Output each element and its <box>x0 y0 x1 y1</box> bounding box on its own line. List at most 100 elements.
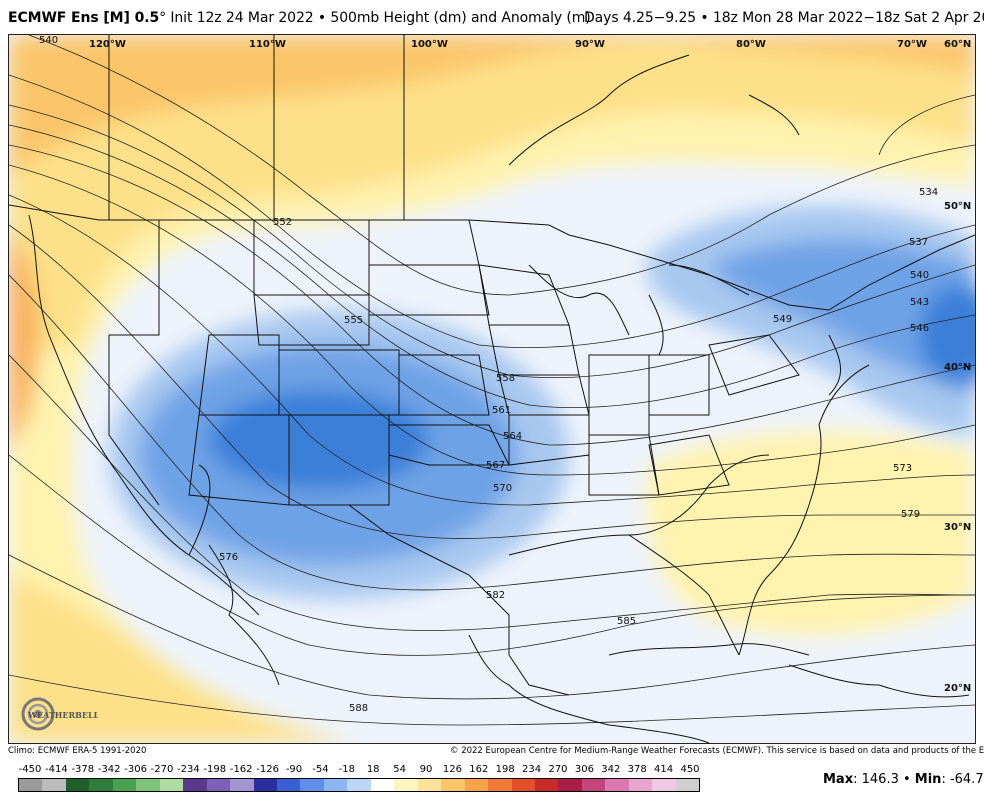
lon-label-80w: 80°W <box>736 39 766 50</box>
colorbar-tick-label: 90 <box>419 764 433 775</box>
contour-label: 561 <box>492 405 511 416</box>
contour-label: 588 <box>349 703 368 714</box>
colorbar-tick-label: -342 <box>97 764 121 775</box>
colorbar-tick-label: -414 <box>45 764 68 775</box>
lon-label-90w: 90°W <box>575 39 605 50</box>
colorbar-tick-label: -90 <box>285 764 303 775</box>
colorbar-swatch <box>652 779 676 791</box>
separator: • <box>898 772 915 787</box>
colorbar-swatch <box>417 779 442 791</box>
colorbar-swatch <box>488 779 512 791</box>
contour-label: 573 <box>893 463 912 474</box>
colorbar-swatch <box>370 779 395 791</box>
contour-label: 564 <box>503 431 522 442</box>
colorbar-swatch <box>347 779 371 791</box>
max-min-readout: Max: 146.3 • Min: -64.7 <box>823 772 984 787</box>
colorbar-swatch <box>300 779 324 791</box>
header: ECMWF Ens [M] 0.5° Init 12z 24 Mar 2022 … <box>0 0 984 34</box>
negative-anomaly-southwest <box>109 310 569 600</box>
colorbar-tick-label: 378 <box>627 764 647 775</box>
colorbar-swatch <box>19 779 43 791</box>
contour-label: 555 <box>344 315 363 326</box>
contour-label: 540 <box>39 35 58 46</box>
contour-label: 570 <box>493 483 512 494</box>
colorbar-swatch <box>394 779 418 791</box>
colorbar-swatch <box>464 779 489 791</box>
lat-label-30n: 30°N <box>944 522 971 533</box>
colorbar-tick-label: -198 <box>203 764 227 775</box>
colorbar-tick-label: -234 <box>177 764 200 775</box>
colorbar-swatch <box>511 779 535 791</box>
colorbar-swatch <box>558 779 582 791</box>
colorbar-swatch <box>112 779 137 791</box>
colorbar-swatch <box>534 779 559 791</box>
contour-label: 576 <box>219 552 238 563</box>
colorbar-tick-label: 270 <box>548 764 568 775</box>
height-contours <box>9 35 975 726</box>
colorbar-tick-label: -54 <box>312 764 329 775</box>
anomaly-colorbar <box>18 778 700 792</box>
separator: • <box>313 10 331 26</box>
anomaly-map: 120°W 110°W 100°W 90°W 80°W 70°W 60°N 50… <box>9 35 975 743</box>
coastlines-and-borders <box>9 35 975 743</box>
field-name: 500mb Height (dm) and Anomaly (m) <box>330 10 591 26</box>
contour-label: 585 <box>617 616 636 627</box>
init-time: Init 12z 24 Mar 2022 <box>170 10 314 26</box>
colorbar-tick-label: -378 <box>71 764 95 775</box>
contour-label: 537 <box>909 237 928 248</box>
colorbar-swatch <box>230 779 254 791</box>
contour-label: 567 <box>486 460 505 471</box>
contour-label: 540 <box>910 270 929 281</box>
colorbar-swatch <box>89 779 113 791</box>
colorbar-swatch <box>183 779 207 791</box>
colorbar-swatch <box>605 779 629 791</box>
colorbar-tick-label: -126 <box>256 764 279 775</box>
positive-anomaly-southeast <box>647 431 975 635</box>
lat-label-50n: 50°N <box>944 201 971 212</box>
colorbar-tick-label: 450 <box>680 764 700 775</box>
colorbar-swatch <box>65 779 90 791</box>
colorbar-tick-label: -162 <box>229 764 253 775</box>
contour-label: 552 <box>273 217 292 228</box>
colorbar-tick-label: -306 <box>124 764 147 775</box>
colorbar-tick-label: 414 <box>654 764 674 775</box>
contour-label: 579 <box>901 509 920 520</box>
svg-text:WEATHERBELL: WEATHERBELL <box>27 710 98 720</box>
lon-label-110w: 110°W <box>249 39 286 50</box>
lon-label-70w: 70°W <box>897 39 927 50</box>
weatherbell-logo: WEATHERBELL <box>21 697 98 731</box>
contour-label: 534 <box>919 187 938 198</box>
colorbar-swatch <box>159 779 184 791</box>
contour-label: 543 <box>910 297 929 308</box>
colorbar-tick-label: 162 <box>469 764 489 775</box>
colorbar-swatch <box>42 779 66 791</box>
colorbar-tick-label: 18 <box>366 764 380 775</box>
colorbar-swatch <box>323 779 348 791</box>
contour-label: 546 <box>910 323 929 334</box>
contour-label: 582 <box>486 590 505 601</box>
colorbar-tick-label: -270 <box>150 764 174 775</box>
colorbar-tick-label: 54 <box>393 764 406 775</box>
climo-note: Climo: ECMWF ERA-5 1991-2020 <box>8 746 147 756</box>
lat-label-20n: 20°N <box>944 683 971 694</box>
colorbar-tick-label: 126 <box>442 764 462 775</box>
max-value: 146.3 <box>861 772 899 787</box>
colorbar-swatch <box>276 779 301 791</box>
colorbar-tick-label: 342 <box>601 764 621 775</box>
contour-label: 558 <box>496 373 515 384</box>
colorbar-tick-label: -18 <box>338 764 355 775</box>
colorbar-labels: -450 -414 -378 -342 -306 -270 -234 -198 -162 -126… <box>12 764 702 778</box>
lat-label-60n: 60°N <box>944 39 971 50</box>
colorbar-swatch <box>253 779 277 791</box>
colorbar-swatch <box>581 779 606 791</box>
contour-label: 549 <box>773 314 792 325</box>
negative-anomaly-northeast <box>646 205 975 435</box>
colorbar-tick-label: -450 <box>18 764 42 775</box>
lon-label-100w: 100°W <box>411 39 448 50</box>
copyright-note: © 2022 European Centre for Medium-Range … <box>450 746 984 756</box>
colorbar-swatch <box>675 779 700 791</box>
valid-period: Days 4.25−9.25 • 18z Mon 28 Mar 2022−18z… <box>584 10 984 26</box>
map-panel: 120°W 110°W 100°W 90°W 80°W 70°W 60°N 50… <box>8 34 976 744</box>
lat-label-40n: 40°N <box>944 362 971 373</box>
min-label: Min <box>914 772 942 787</box>
